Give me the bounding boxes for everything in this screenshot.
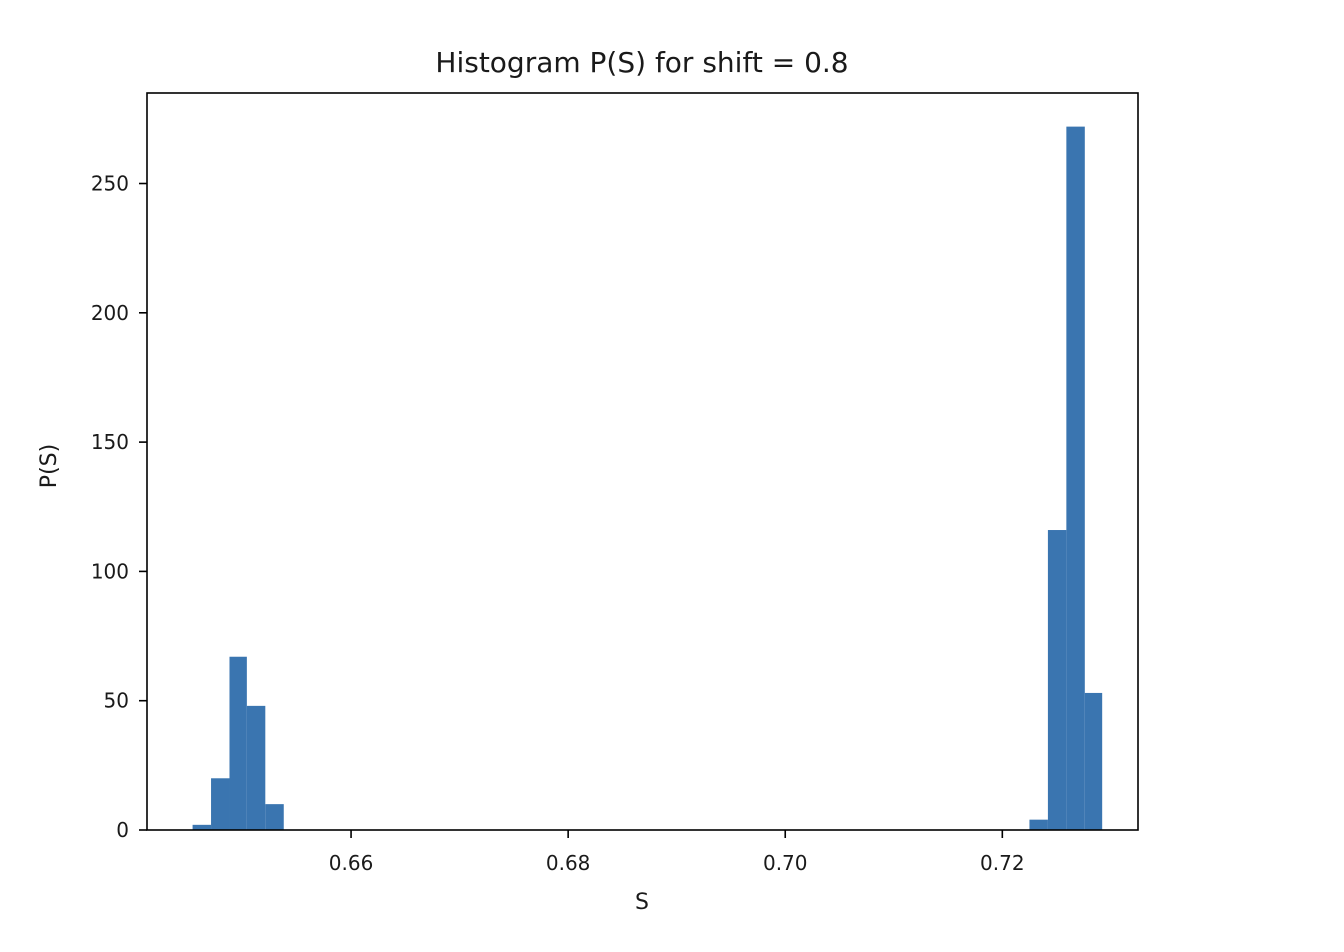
x-axis-ticks: 0.66 0.68 0.70 0.72 [329,830,1025,875]
x-tick-label: 0.66 [329,851,374,875]
histogram-bar-9 [1084,692,1103,830]
x-axis-label: S [635,890,649,915]
histogram-bar-3 [246,705,266,830]
histogram-bars [192,126,1103,831]
x-tick-label: 0.72 [980,851,1025,875]
y-tick-label: 150 [91,430,129,454]
y-tick-label: 250 [91,172,129,196]
y-tick-label: 200 [91,301,129,325]
y-axis-label: P(S) [37,444,62,488]
histogram-bar-1 [211,778,230,830]
y-tick-label: 50 [104,689,129,713]
y-tick-label: 100 [91,559,129,583]
histogram-bar-6 [1029,819,1048,830]
y-axis-ticks: 0 50 100 150 200 250 [91,172,147,842]
histogram-bar-0 [192,824,212,830]
histogram-bar-4 [265,804,284,830]
y-tick-label: 0 [116,818,129,842]
chart-title: Histogram P(S) for shift = 0.8 [435,46,848,79]
histogram-bar-8 [1066,126,1085,831]
plot-frame [146,92,1139,831]
x-tick-label: 0.70 [763,851,808,875]
histogram-bar-2 [229,656,247,830]
x-tick-label: 0.68 [546,851,591,875]
histogram-bar-7 [1047,530,1067,830]
